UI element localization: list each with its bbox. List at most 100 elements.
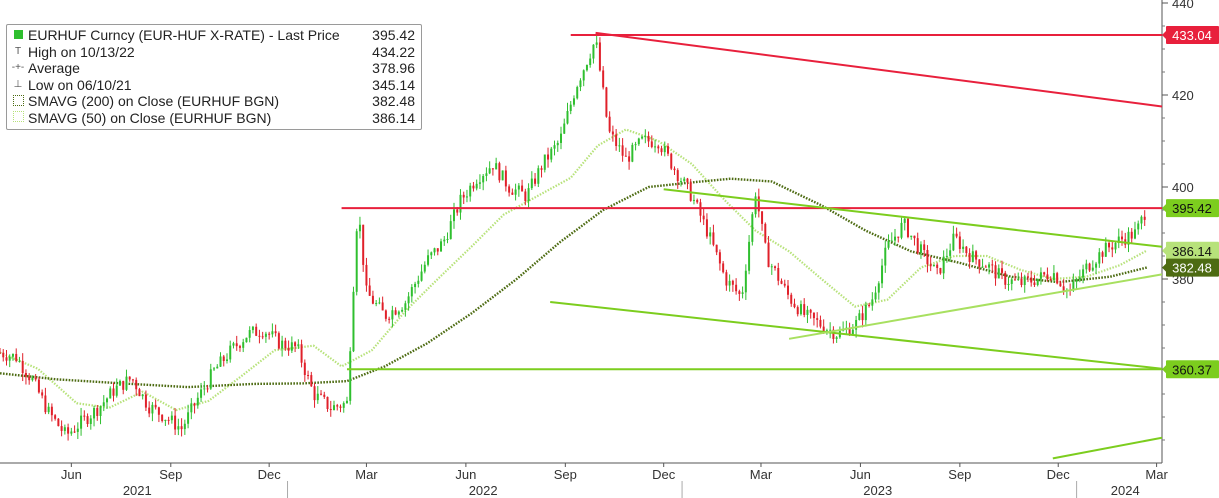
- candle-up-body: [884, 247, 887, 266]
- candle-down-body: [157, 407, 160, 415]
- candle-up-body: [1104, 242, 1107, 257]
- candle-up-body: [170, 415, 173, 421]
- price-label-pointer: [1162, 364, 1167, 375]
- candle-up-body: [910, 235, 913, 238]
- candle-down-body: [326, 396, 329, 409]
- candle-down-body: [650, 141, 653, 147]
- candle-down-body: [832, 329, 835, 339]
- candle-up-body: [997, 268, 1000, 279]
- candle-up-body: [297, 344, 300, 347]
- sma200-swatch-icon: [11, 93, 25, 110]
- candle-up-body: [151, 404, 154, 414]
- candle-down-body: [621, 145, 624, 156]
- candle-up-body: [1095, 263, 1098, 268]
- candle-down-body: [786, 285, 789, 295]
- candle-down-body: [696, 199, 699, 203]
- candle-up-body: [890, 240, 893, 242]
- legend-value-average: 378.96: [372, 60, 415, 76]
- x-tick-label: Dec: [652, 467, 676, 482]
- price-label-text: 360.37: [1172, 362, 1212, 377]
- candle-down-body: [261, 336, 264, 338]
- candle-down-body: [362, 224, 365, 265]
- candle-up-body: [644, 135, 647, 137]
- candle-down-body: [37, 379, 40, 393]
- candle-up-body: [1140, 216, 1143, 224]
- candle-up-body: [410, 287, 413, 297]
- candle-down-body: [936, 264, 939, 268]
- price-label-box: [1166, 26, 1219, 45]
- candle-down-body: [138, 389, 141, 397]
- candle-down-body: [955, 233, 958, 237]
- candle-up-body: [514, 189, 517, 195]
- candle-down-body: [809, 309, 812, 313]
- legend-row-sma50: SMAVG (50) on Close (EURHUF BGN) 386.14: [7, 110, 421, 127]
- candle-down-body: [722, 263, 725, 273]
- candle-down-body: [2, 352, 5, 358]
- trend-line: [550, 301, 1162, 370]
- candle-down-body: [793, 303, 796, 308]
- candle-up-body: [229, 345, 232, 360]
- candle-down-body: [670, 153, 673, 169]
- candle-up-body: [99, 406, 102, 416]
- candle-down-body: [238, 346, 241, 348]
- candle-up-body: [417, 280, 420, 284]
- candle-down-body: [28, 376, 31, 381]
- candle-down-body: [897, 236, 900, 238]
- candle-up-body: [31, 377, 34, 381]
- candle-up-body: [465, 196, 468, 198]
- candle-down-body: [148, 407, 151, 414]
- candle-down-body: [472, 185, 475, 189]
- legend-row-average: -+- Average 378.96: [7, 60, 421, 77]
- candle-down-body: [738, 291, 741, 294]
- candle-down-body: [657, 146, 660, 149]
- candle-down-body: [1056, 273, 1059, 284]
- candle-down-body: [605, 87, 608, 117]
- candle-up-body: [141, 394, 144, 397]
- candle-up-body: [80, 415, 83, 429]
- candle-down-body: [294, 342, 297, 347]
- price-label-pointer: [1162, 245, 1167, 256]
- candle-up-body: [164, 419, 167, 421]
- candle-up-body: [245, 337, 248, 343]
- candle-up-body: [1117, 236, 1120, 244]
- candle-down-body: [735, 284, 738, 292]
- candle-down-body: [1088, 263, 1091, 271]
- legend-label-average: Average: [28, 60, 80, 76]
- candle-down-body: [705, 219, 708, 237]
- candle-up-body: [242, 342, 245, 348]
- candle-up-body: [799, 304, 802, 315]
- candle-down-body: [336, 405, 339, 407]
- candle-up-body: [440, 241, 443, 252]
- candle-up-body: [618, 145, 621, 147]
- candle-up-body: [728, 280, 731, 286]
- candle-down-body: [34, 377, 37, 380]
- candle-down-body: [540, 168, 543, 170]
- legend-price-swatch: [11, 27, 25, 44]
- candle-up-body: [945, 255, 948, 257]
- candle-down-body: [303, 362, 306, 376]
- candle-down-body: [371, 295, 374, 304]
- candle-up-body: [118, 380, 121, 386]
- candle-up-body: [1036, 278, 1039, 286]
- legend-label-sma200: SMAVG (200) on Close (EURHUF BGN): [28, 93, 280, 109]
- candle-down-body: [780, 280, 783, 284]
- candle-down-body: [161, 414, 164, 421]
- candle-down-body: [339, 406, 342, 408]
- candle-down-body: [15, 353, 18, 362]
- candle-down-body: [615, 134, 618, 147]
- candle-down-body: [255, 326, 258, 336]
- candle-up-body: [589, 58, 592, 66]
- candle-up-body: [271, 331, 274, 335]
- candle-up-body: [264, 333, 267, 337]
- candle-down-body: [968, 253, 971, 262]
- candle-down-body: [131, 379, 134, 381]
- candle-down-body: [926, 249, 929, 265]
- candle-down-body: [628, 156, 631, 162]
- candle-down-body: [598, 42, 601, 71]
- high-marker-icon: T: [14, 45, 22, 57]
- candle-up-body: [829, 329, 832, 331]
- candle-up-body: [592, 44, 595, 59]
- candle-up-body: [851, 329, 854, 335]
- sma50-line: [0, 128, 1148, 412]
- candle-down-body: [547, 154, 550, 160]
